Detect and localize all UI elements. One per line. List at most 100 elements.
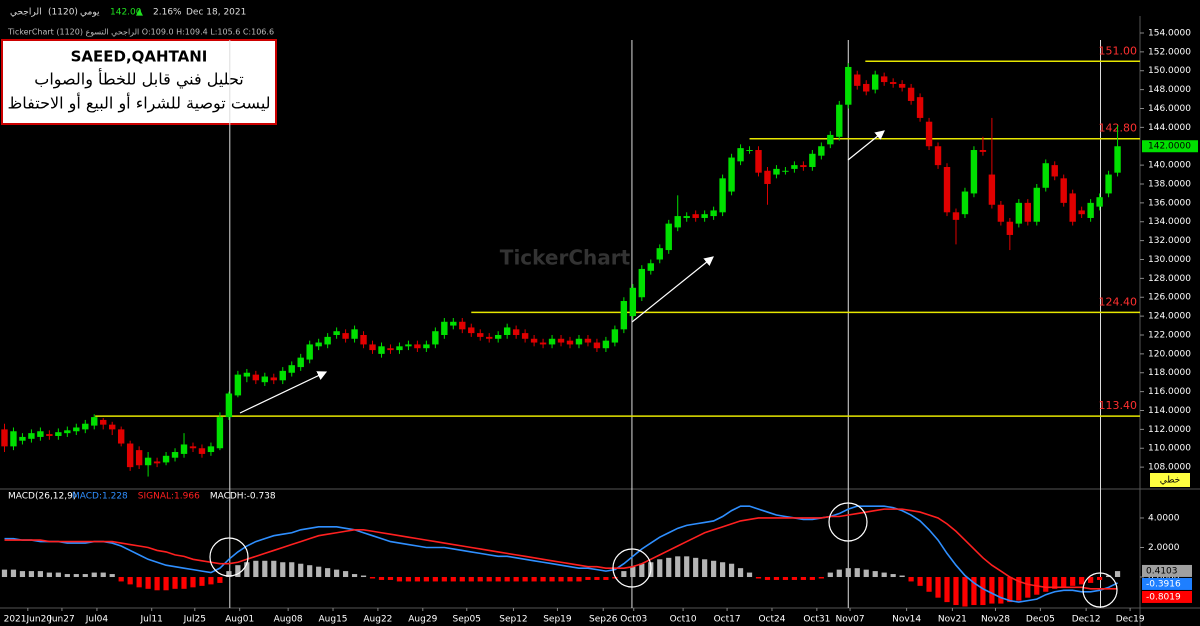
- x-tick-label: Oct31: [803, 615, 830, 625]
- y-tick-label: 126.0000: [1148, 293, 1191, 303]
- candle-body: [683, 216, 690, 218]
- histogram-bar: [782, 577, 789, 580]
- candle-body: [1096, 197, 1103, 207]
- x-tick-label: Jun27: [48, 615, 75, 625]
- histogram-bar: [917, 577, 923, 586]
- y-tick-label: 122.0000: [1148, 330, 1191, 340]
- candle-body: [333, 331, 340, 335]
- histogram-bar: [136, 577, 142, 588]
- y-tick-label: 132.0000: [1148, 236, 1191, 246]
- x-tick-label: Oct03: [620, 615, 647, 625]
- arrow: ▲: [136, 8, 143, 18]
- histogram-bar: [603, 577, 609, 580]
- histogram-bar: [1016, 577, 1022, 601]
- arrow: [239, 371, 328, 414]
- candle-body: [342, 333, 349, 339]
- candle-body: [360, 334, 367, 345]
- x-tick-label: Jul25: [183, 615, 206, 625]
- histogram-bar: [513, 577, 519, 582]
- value-box: [1142, 590, 1192, 603]
- y-tick-label: 136.0000: [1148, 198, 1191, 208]
- legend-label: MACD:1.228: [72, 492, 128, 502]
- histogram-bar: [208, 577, 214, 585]
- histogram-bar: [450, 577, 456, 582]
- level-label: 113.40: [1099, 399, 1138, 412]
- symbol: الراجحي: [10, 8, 42, 18]
- annotations: [209, 130, 1118, 608]
- histogram-bar: [468, 577, 474, 582]
- candle-body: [225, 393, 233, 418]
- candle-body: [198, 448, 206, 454]
- candle-body: [270, 377, 277, 381]
- y-tick-label: 110.0000: [1148, 444, 1191, 454]
- histogram-bar: [657, 559, 663, 578]
- x-tick-label: Sep19: [543, 615, 572, 625]
- histogram-bar: [863, 569, 869, 578]
- candle-body: [1060, 178, 1067, 203]
- histogram-bar: [899, 575, 905, 578]
- histogram-bar: [908, 577, 914, 582]
- histogram-bar: [37, 571, 43, 578]
- histogram-bar: [217, 577, 223, 583]
- candle-body: [692, 214, 699, 218]
- candle-body: [405, 344, 412, 347]
- x-tick-label: Aug15: [319, 615, 348, 625]
- candle-body: [494, 334, 502, 339]
- candle-body: [934, 146, 942, 166]
- histogram-bar: [145, 577, 151, 589]
- candle-body: [845, 66, 852, 105]
- candle-body: [279, 370, 286, 381]
- candle-body: [791, 165, 798, 169]
- histogram-bar: [262, 560, 268, 578]
- circle: [1082, 572, 1118, 608]
- note-box: [1, 39, 277, 125]
- code: (1120): [48, 8, 78, 18]
- level-label: 151.00: [1099, 44, 1138, 57]
- style-box: [1150, 473, 1190, 487]
- histogram-bar: [666, 557, 672, 578]
- histogram-bar: [100, 572, 106, 578]
- value-box-label: -0.3916: [1146, 579, 1181, 589]
- histogram-bar: [702, 559, 708, 578]
- last-price-label: 142.0000: [1148, 142, 1191, 152]
- candle-body: [674, 216, 681, 228]
- y-tick-label: 0.0000: [1148, 573, 1180, 583]
- candle-body: [889, 82, 897, 84]
- candle-body: [512, 329, 520, 335]
- histogram-bar: [1052, 577, 1058, 589]
- candle-body: [809, 153, 816, 168]
- histogram-bar: [91, 572, 97, 578]
- info: TickerChart الراجحي التسوع (1120) O:109.…: [7, 28, 274, 37]
- histogram-bar: [405, 577, 412, 582]
- level-label: 124.40: [1099, 295, 1138, 308]
- y-tick-label: 124.0000: [1148, 312, 1191, 322]
- histogram-bar: [872, 571, 878, 578]
- candle-body: [234, 374, 242, 396]
- y-tick-label: 150.0000: [1148, 66, 1191, 76]
- histogram-bar: [845, 568, 851, 578]
- histogram-bar: [226, 571, 232, 578]
- note-name: SAEED,QAHTANI: [71, 48, 208, 66]
- histogram-bar: [971, 577, 977, 606]
- x-tick-label: 2021Jun20: [4, 615, 53, 625]
- last-price-box: [1142, 140, 1198, 153]
- histogram-bar: [495, 577, 501, 582]
- candle-body: [459, 321, 466, 330]
- histogram-bar: [172, 577, 178, 589]
- legend-label: SIGNAL:1.966: [138, 492, 200, 502]
- histogram-bar: [64, 574, 70, 578]
- candle-body: [207, 446, 215, 453]
- y-tick-label: 130.0000: [1148, 255, 1191, 265]
- histogram-bar: [73, 574, 79, 578]
- y-tick-label: 128.0000: [1148, 274, 1191, 284]
- candle-body: [898, 83, 906, 88]
- value-box-label: 0.4103: [1146, 566, 1178, 576]
- histogram-bar: [423, 577, 429, 582]
- candle-body: [162, 455, 170, 463]
- candle-body: [916, 97, 924, 118]
- candle-body: [782, 170, 789, 172]
- histogram-bar: [737, 568, 744, 578]
- candle-body: [620, 301, 628, 330]
- candle-body: [943, 167, 951, 213]
- histogram-bar: [378, 577, 385, 580]
